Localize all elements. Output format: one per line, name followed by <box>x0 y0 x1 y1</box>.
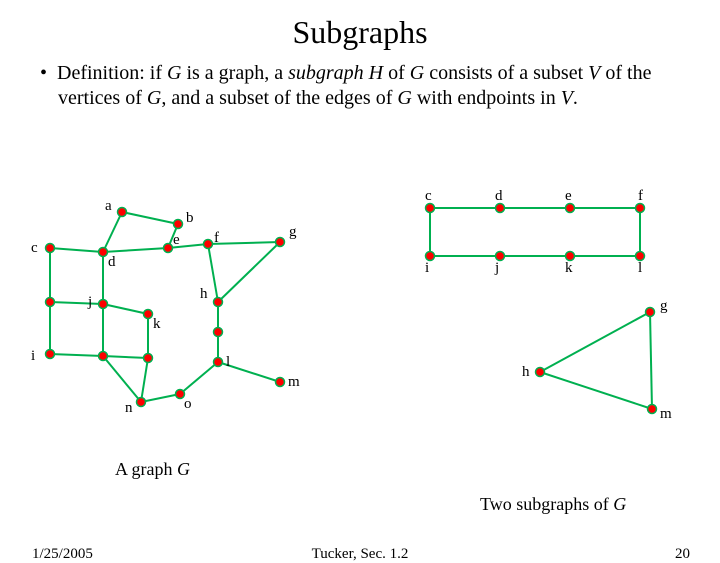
svg-text:h: h <box>522 364 530 380</box>
svg-text:f: f <box>214 230 219 246</box>
svg-text:j: j <box>87 294 92 310</box>
bullet: • <box>40 62 47 84</box>
svg-text:j: j <box>494 260 499 276</box>
svg-text:m: m <box>660 406 672 422</box>
svg-text:i: i <box>425 260 429 276</box>
svg-text:d: d <box>108 254 116 270</box>
svg-text:o: o <box>184 396 192 412</box>
footer-date: 1/25/2005 <box>32 546 93 563</box>
svg-text:a: a <box>105 198 112 214</box>
svg-text:b: b <box>186 210 194 226</box>
footer-center: Tucker, Sec. 1.2 <box>312 546 409 563</box>
svg-text:k: k <box>153 316 161 332</box>
footer-page: 20 <box>675 546 690 563</box>
svg-text:d: d <box>495 188 503 204</box>
svg-text:g: g <box>289 224 297 240</box>
graphs-area: abcdefghijklmnocdefijklghm <box>0 194 720 494</box>
definition-text: • Definition: if G is a graph, a subgrap… <box>58 61 686 111</box>
svg-text:m: m <box>288 374 300 390</box>
svg-text:c: c <box>31 240 38 256</box>
slide-title: Subgraphs <box>0 14 720 51</box>
svg-text:f: f <box>638 188 643 204</box>
caption-subgraphs: Two subgraphs of G <box>480 494 626 515</box>
svg-text:l: l <box>638 260 642 276</box>
svg-text:g: g <box>660 298 668 314</box>
svg-text:h: h <box>200 286 208 302</box>
svg-text:l: l <box>226 354 230 370</box>
svg-text:n: n <box>125 400 133 416</box>
svg-text:e: e <box>173 232 180 248</box>
svg-text:c: c <box>425 188 432 204</box>
svg-text:e: e <box>565 188 572 204</box>
svg-text:k: k <box>565 260 573 276</box>
svg-text:i: i <box>31 348 35 364</box>
caption-graph-g: A graph G <box>115 459 190 480</box>
